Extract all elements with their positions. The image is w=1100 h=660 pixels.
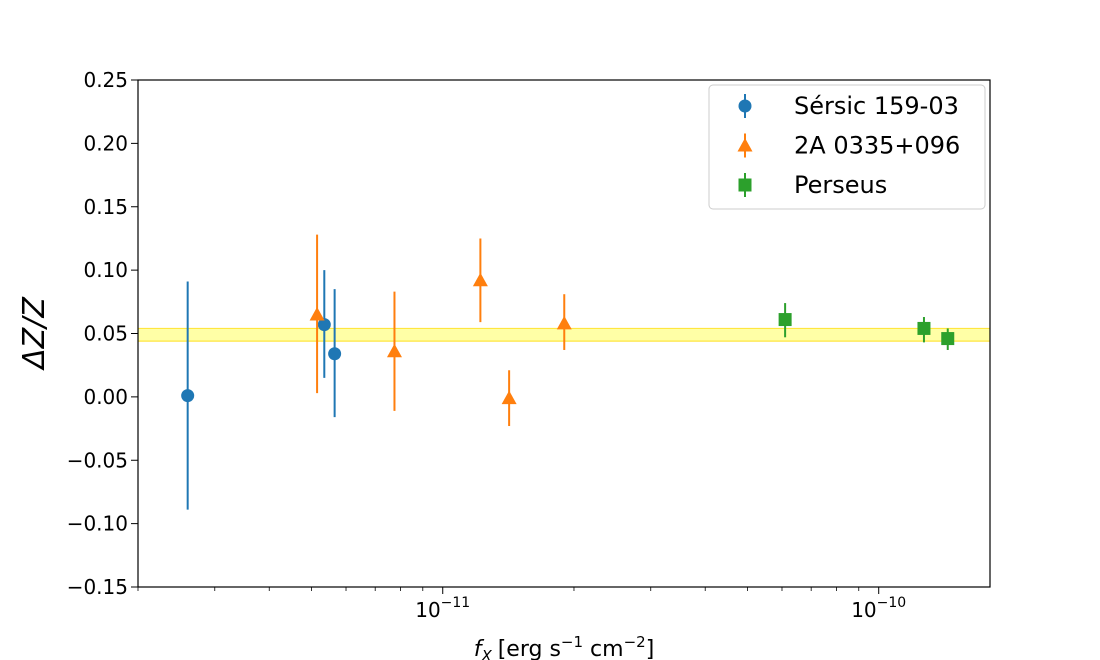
data-point (472, 272, 488, 287)
y-tick-label: 0.05 (83, 322, 128, 346)
x-axis-label-text: [erg s (498, 637, 561, 660)
x-tick-label-exponent: −10 (877, 595, 907, 611)
x-axis-label-sup1: −1 (561, 633, 583, 651)
series-2 (309, 234, 572, 427)
legend-item: Perseus (738, 171, 887, 199)
data-point (309, 306, 325, 321)
y-tick-label: 0.15 (83, 195, 128, 219)
data-point (778, 313, 792, 327)
x-axis-label-end: ] (646, 637, 655, 660)
legend-marker (737, 138, 753, 152)
x-axis-label-mid: cm (583, 637, 624, 660)
y-tick-label: −0.05 (67, 448, 128, 472)
legend-item: 2A 0335+096 (737, 132, 960, 160)
legend-marker (738, 178, 752, 192)
legend-label: 2A 0335+096 (794, 132, 960, 160)
legend-label: Sérsic 159-03 (794, 92, 959, 120)
data-point (386, 343, 402, 358)
y-tick-label: −0.15 (67, 575, 128, 599)
data-point (501, 390, 517, 405)
data-point (917, 321, 931, 335)
y-tick-label: 0.20 (83, 131, 128, 155)
x-tick-label: 10−11 (415, 595, 470, 622)
y-tick-label: 0.25 (83, 68, 128, 92)
y-axis: −0.15 −0.10 −0.05 0.00 0.05 0.10 0.15 0.20 0.25 (67, 68, 138, 599)
data-point (181, 389, 195, 403)
x-axis-label-sub: X (480, 647, 492, 660)
legend: Sérsic 159-03 2A 0335+096 Perseus (708, 84, 986, 210)
x-tick-label-base: 10 (851, 598, 876, 622)
y-tick-label: −0.10 (67, 512, 128, 536)
x-axis: 10−11 10−10 (137, 587, 906, 622)
legend-label: Perseus (794, 171, 887, 199)
x-tick-label-base: 10 (415, 598, 440, 622)
x-axis-label-sup2: −2 (624, 633, 646, 651)
legend-marker (738, 99, 752, 113)
data-point (941, 332, 955, 346)
x-axis-label-var: f (474, 637, 485, 660)
y-tick-label: 0.10 (83, 258, 128, 282)
x-tick-label-exponent: −11 (441, 595, 471, 611)
y-tick-label: 0.00 (83, 385, 128, 409)
x-axis-label: fX [erg s−1 cm−2] (474, 633, 655, 660)
series-3 (778, 303, 955, 350)
data-marks-layer (181, 234, 955, 510)
data-point (317, 318, 331, 332)
legend-frame (708, 84, 986, 210)
data-point (556, 315, 572, 330)
legend-item: Sérsic 159-03 (738, 92, 959, 120)
data-point (328, 347, 342, 361)
series-1 (181, 270, 342, 510)
x-tick-label: 10−10 (851, 595, 906, 622)
y-axis-label: ΔZ/Z (17, 296, 52, 371)
